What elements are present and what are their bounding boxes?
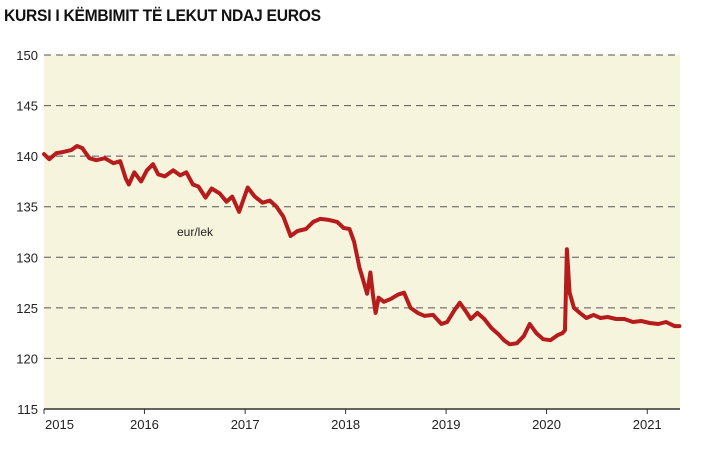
y-tick-label: 130 [16, 250, 38, 265]
x-tick-label: 2019 [432, 417, 461, 432]
eur-lek-line [42, 144, 682, 347]
y-tick-label: 120 [16, 351, 38, 366]
x-axis-ticks: 2015 2016 2017 2018 2019 2020 2021 [43, 408, 680, 432]
y-tick-label: 115 [17, 402, 38, 417]
y-tick-label: 125 [16, 301, 38, 316]
x-tick-label: 2015 [45, 417, 74, 432]
y-tick-label: 135 [16, 200, 38, 215]
y-tick-label: 140 [16, 149, 38, 164]
plot-area [44, 55, 680, 409]
x-tick-label: 2021 [633, 417, 662, 432]
series-label: eur/lek [177, 225, 214, 239]
x-tick-label: 2018 [331, 417, 360, 432]
x-tick-label: 2017 [231, 417, 260, 432]
y-tick-label: 145 [16, 99, 38, 114]
y-tick-label: 150 [16, 48, 38, 63]
y-axis-ticks: 115 120 125 130 135 140 145 150 [16, 48, 38, 417]
x-tick-label: 2020 [532, 417, 561, 432]
x-tick-label: 2016 [130, 417, 159, 432]
chart-title: KURSI I KËMBIMIT TË LEKUT NDAJ EUROS [4, 6, 321, 25]
gridlines [44, 54, 680, 359]
